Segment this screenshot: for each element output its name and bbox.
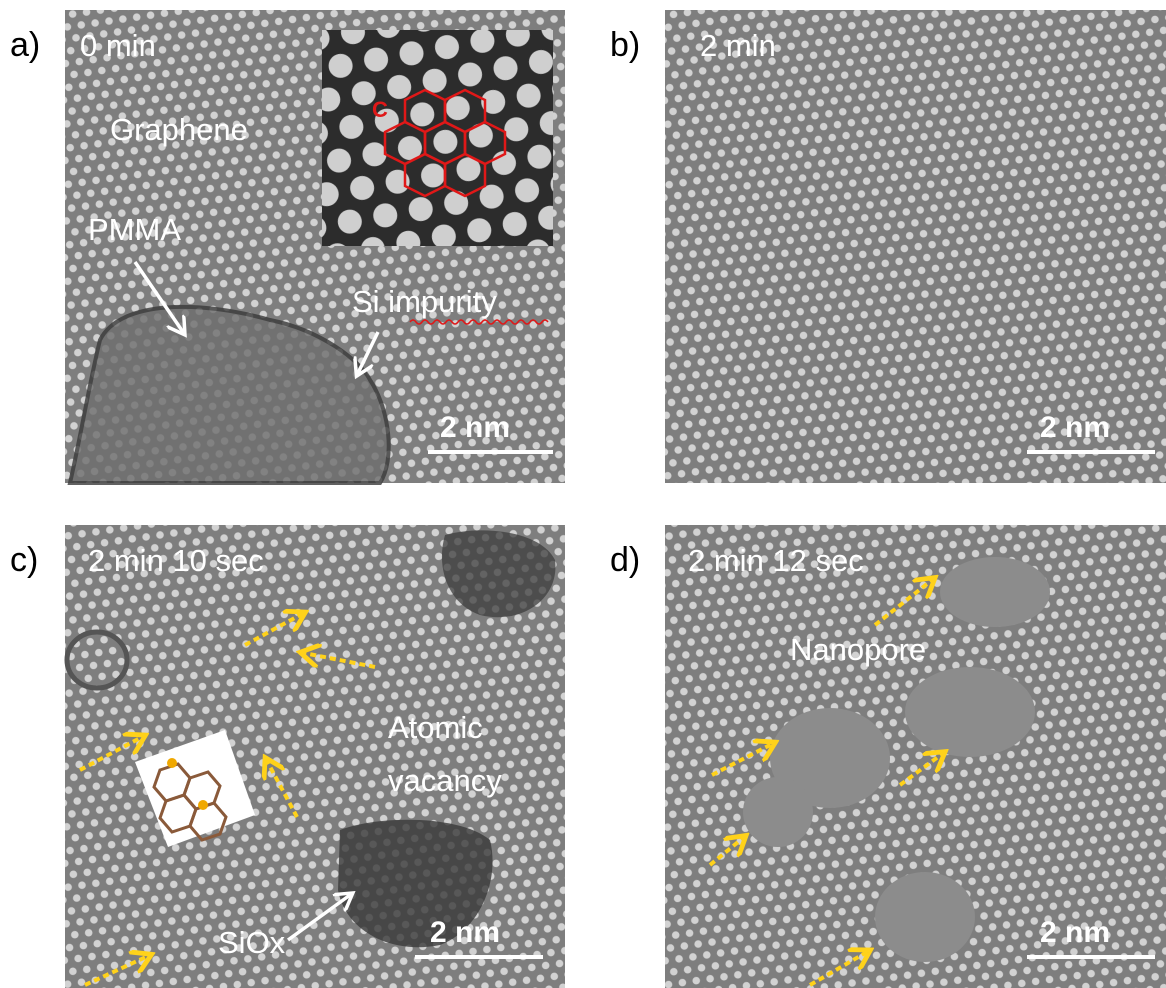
page: Graphene TEM time series {"panels":[ {"l… [0,0,1166,988]
inset-image [322,30,553,246]
panel-label: c) [10,541,38,579]
panel-label: a) [10,26,40,64]
annotation: Nanopore [790,632,926,667]
panel-b: b) 2 min 2 nm [610,10,1166,483]
figure: a) 0 min C Graphene PMMA Si impurity 2 n… [0,0,1166,988]
panel-a: a) 0 min C Graphene PMMA Si impurity 2 n… [10,10,565,483]
atom [167,758,177,768]
panel-label: d) [610,541,640,579]
time-label: 0 min [80,28,156,63]
scale-bar-label: 2 nm [430,916,500,949]
time-label: 2 min 10 sec [88,543,264,578]
time-label: 2 min 12 sec [688,543,864,578]
scale-bar-label: 2 nm [1040,916,1110,949]
scale-bar-label: 2 nm [1040,411,1110,444]
annotation: PMMA [88,212,181,247]
annotation: Si impurity [352,284,497,319]
panel-label: b) [610,26,640,64]
annotation: Atomic [388,710,483,745]
inset-label: C [372,97,388,122]
panel-c: c) 2 min 10 sec Atomic vacancy SiOx 2 nm [10,525,565,988]
panel-d: d) 2 min 12 sec Nanopore 2 nm [610,525,1166,988]
time-label: 2 min [700,28,776,63]
annotation: Graphene [110,112,248,147]
scale-bar-label: 2 nm [440,411,510,444]
body: a) 0 min C Graphene PMMA Si impurity 2 n… [0,0,1166,988]
atom [198,800,208,810]
annotation: vacancy [388,763,502,798]
annotation: SiOx [218,925,286,960]
